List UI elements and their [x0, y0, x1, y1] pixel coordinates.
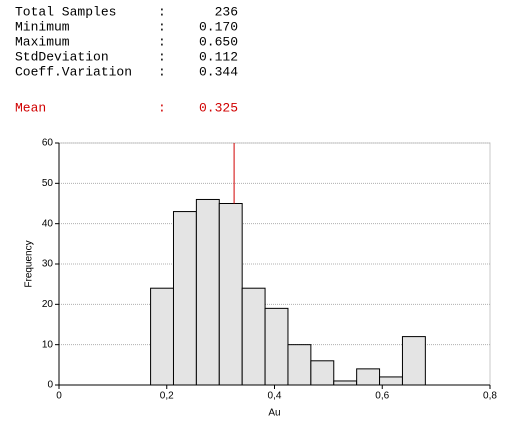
bar [333, 380, 358, 386]
bar [172, 211, 197, 386]
x-tick-label: 0 [56, 391, 62, 402]
bar [264, 307, 289, 386]
x-tick-label: 0,6 [375, 391, 389, 402]
stat-value: 0.650 [199, 34, 238, 49]
stat-sep: : [158, 100, 166, 115]
y-tick-label: 50 [42, 178, 54, 189]
stat-value: 0.344 [199, 64, 238, 79]
bar [287, 344, 312, 386]
bar [241, 287, 266, 386]
stat-value: 0.325 [199, 100, 238, 115]
stat-label: Mean [15, 100, 46, 115]
y-tick-label: 20 [42, 299, 54, 310]
bar [218, 203, 243, 386]
stat-sep: : [158, 19, 166, 34]
stat-sep: : [158, 49, 166, 64]
y-tick-label: 40 [42, 218, 54, 229]
stat-sep: : [158, 64, 166, 79]
stat-value: 0.170 [199, 19, 238, 34]
stat-label: Minimum [15, 19, 70, 34]
y-tick-label: 60 [42, 138, 54, 149]
bar [150, 287, 174, 386]
bar [356, 368, 381, 386]
x-tick-label: 0,8 [483, 391, 497, 402]
bar [401, 336, 426, 386]
bar [379, 376, 403, 386]
stat-label: Maximum [15, 34, 70, 49]
stat-label: Coeff.Variation [15, 64, 132, 79]
stat-label: Total Samples [15, 4, 116, 19]
x-tick-label: 0,4 [268, 391, 282, 402]
y-axis-label: Frequency [24, 240, 35, 287]
stat-label: StdDeviation [15, 49, 109, 64]
stat-value: 236 [215, 4, 238, 19]
x-tick-label: 0,2 [160, 391, 174, 402]
x-axis-label: Au [268, 408, 280, 419]
stat-sep: : [158, 34, 166, 49]
y-tick-label: 30 [42, 259, 54, 270]
y-tick-label: 10 [42, 339, 54, 350]
stat-sep: : [158, 4, 166, 19]
stat-value: 0.112 [199, 49, 238, 64]
bar [310, 360, 335, 386]
y-tick-label: 0 [47, 380, 53, 391]
bar [195, 198, 220, 386]
